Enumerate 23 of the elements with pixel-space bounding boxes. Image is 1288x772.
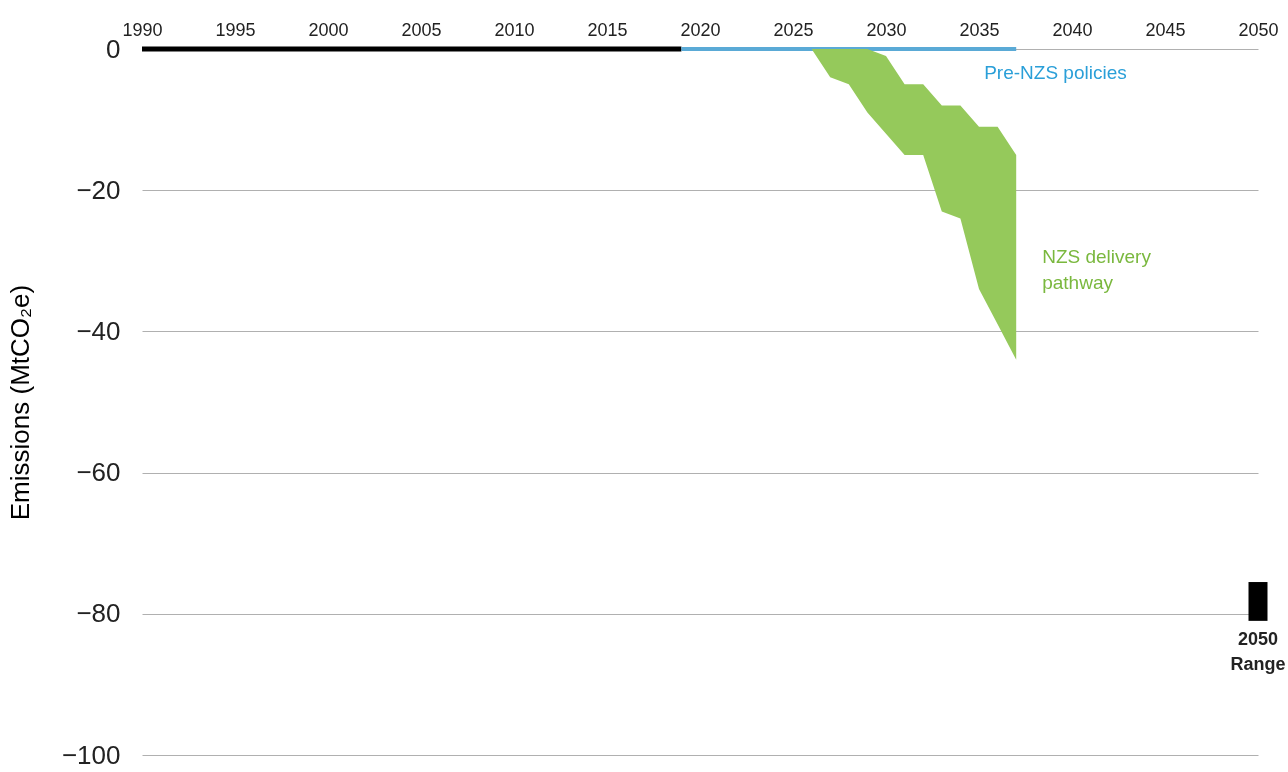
annotation: 2050 Range [1230,628,1286,674]
x-tick-label: 2050 [1238,19,1279,40]
x-tick-label: 1990 [122,19,163,40]
x-tick-label: 2025 [773,19,814,40]
y-axis-title: Emissions (MtCO₂e) [4,284,35,521]
y-tick-label: −40 [76,315,121,346]
y-tick-label: −80 [76,598,121,629]
y-tick-label: −100 [61,739,121,770]
x-tick-label: 2000 [308,19,349,40]
x-tick-label: 1995 [215,19,256,40]
x-tick-label: 2010 [494,19,535,40]
x-tick-label: 2040 [1052,19,1093,40]
x-tick-label: 2015 [587,19,628,40]
x-tick-label: 2045 [1145,19,1186,40]
y-tick-label: −20 [76,174,121,205]
series-label: Pre-NZS policies [984,62,1127,83]
x-tick-label: 2035 [959,19,1000,40]
x-tick-label: 2020 [680,19,721,40]
x-tick-label: 2005 [401,19,442,40]
legend-label: NZS delivery pathway [1042,246,1152,294]
y-tick-label: −60 [76,457,121,488]
x-tick-label: 2030 [866,19,907,40]
y-tick-label: 0 [106,33,121,64]
